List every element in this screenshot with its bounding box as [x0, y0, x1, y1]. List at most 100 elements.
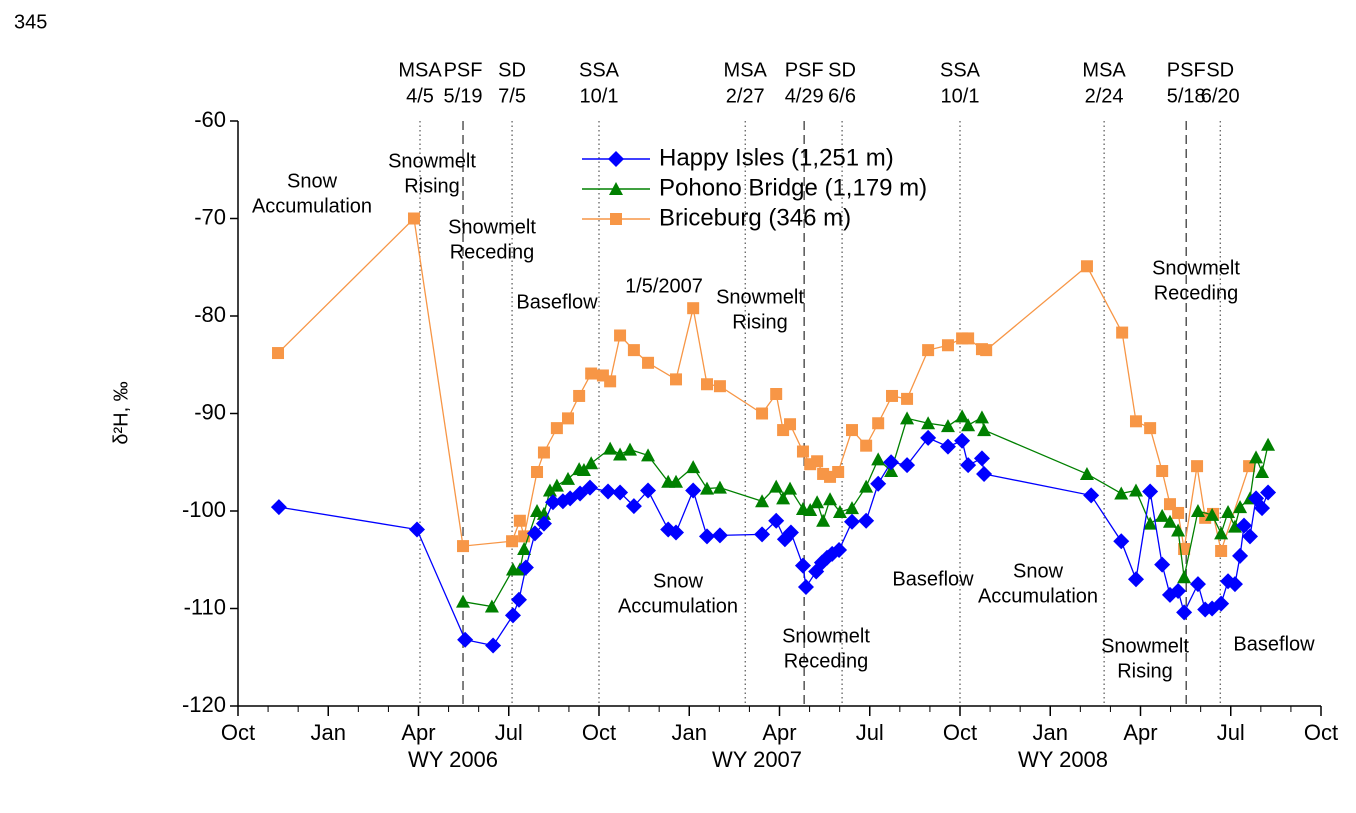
marker: [811, 455, 824, 468]
marker: [921, 416, 936, 430]
marker: [831, 542, 848, 558]
marker: [699, 481, 714, 495]
y-tick-label: -90: [194, 399, 226, 424]
water-year-label: WY 2007: [712, 747, 802, 772]
marker: [872, 417, 885, 430]
annotation: Accumulation: [978, 585, 1098, 607]
event-date: 5/19: [444, 85, 483, 107]
series: [456, 409, 1276, 613]
annotation: Snowmelt: [782, 625, 870, 647]
marker: [960, 457, 977, 474]
marker: [832, 504, 847, 518]
marker: [1242, 528, 1259, 545]
page-number: 345: [14, 11, 47, 33]
marker: [603, 441, 618, 455]
annotation: Snow: [287, 170, 338, 192]
marker: [941, 339, 954, 352]
marker: [901, 392, 914, 405]
marker: [1177, 570, 1192, 584]
legend-marker: [609, 182, 623, 195]
marker: [783, 481, 798, 495]
event-name: SSA: [579, 59, 620, 81]
marker: [883, 454, 900, 471]
annotation: Baseflow: [1233, 633, 1315, 655]
marker: [803, 503, 818, 517]
marker: [685, 482, 702, 499]
marker: [796, 445, 809, 458]
marker: [510, 591, 527, 608]
annotation: Baseflow: [892, 568, 974, 590]
event-date: 4/29: [785, 85, 824, 107]
marker: [768, 512, 785, 529]
y-tick-label: -70: [194, 204, 226, 229]
event-name: MSA: [398, 59, 442, 81]
marker: [976, 465, 993, 482]
marker: [542, 483, 557, 497]
marker: [1232, 547, 1249, 564]
series: [270, 429, 1277, 654]
marker: [1190, 504, 1205, 517]
marker: [562, 412, 575, 425]
marker: [504, 607, 521, 624]
event-date: 10/1: [941, 85, 980, 107]
marker: [457, 631, 474, 648]
marker: [627, 344, 640, 357]
y-tick-label: -100: [182, 497, 226, 522]
marker: [640, 482, 657, 499]
x-tick-label: Jul: [495, 720, 523, 745]
x-tick-label: Jul: [856, 720, 884, 745]
marker: [980, 344, 993, 357]
marker: [1261, 437, 1276, 451]
event-date: 7/5: [498, 85, 526, 107]
event-name: SD: [498, 59, 526, 81]
marker: [1260, 484, 1277, 501]
marker: [782, 524, 799, 541]
marker: [845, 501, 860, 515]
marker: [625, 498, 642, 515]
marker: [506, 535, 519, 548]
marker: [581, 479, 598, 496]
y-tick-label: -120: [182, 692, 226, 717]
x-tick-label: Oct: [1304, 720, 1338, 745]
marker: [973, 450, 990, 467]
marker: [550, 422, 563, 435]
marker: [886, 389, 899, 402]
legend-label: Briceburg (346 m): [659, 204, 851, 231]
marker: [456, 594, 471, 608]
marker: [1083, 487, 1100, 504]
marker: [1128, 483, 1143, 497]
marker: [485, 637, 502, 654]
event-date: 5/18: [1167, 85, 1206, 107]
marker: [641, 448, 656, 462]
annotation: Receding: [784, 650, 869, 672]
marker: [561, 471, 576, 485]
event-date: 6/20: [1201, 85, 1240, 107]
x-tick-label: Oct: [943, 720, 977, 745]
marker: [961, 418, 976, 432]
marker: [670, 373, 683, 386]
marker: [1227, 519, 1242, 533]
marker: [794, 557, 811, 574]
annotation: Snowmelt: [1101, 635, 1189, 657]
event-name: SSA: [940, 59, 981, 81]
marker: [1114, 486, 1129, 500]
marker: [810, 495, 825, 509]
marker: [669, 474, 684, 488]
marker: [832, 466, 845, 478]
event-name: MSA: [724, 59, 768, 81]
marker: [642, 356, 655, 369]
marker: [1176, 604, 1193, 621]
event-name: PSF: [1167, 59, 1206, 81]
marker: [600, 483, 617, 500]
marker: [974, 410, 989, 424]
annotation: Rising: [404, 175, 460, 197]
marker: [922, 344, 935, 357]
marker: [573, 389, 586, 402]
annotation: Receding: [450, 241, 535, 263]
annotation: Accumulation: [252, 195, 372, 217]
marker: [871, 452, 886, 466]
marker: [622, 442, 637, 456]
marker: [614, 329, 627, 342]
marker: [954, 432, 971, 449]
marker: [1255, 465, 1270, 478]
